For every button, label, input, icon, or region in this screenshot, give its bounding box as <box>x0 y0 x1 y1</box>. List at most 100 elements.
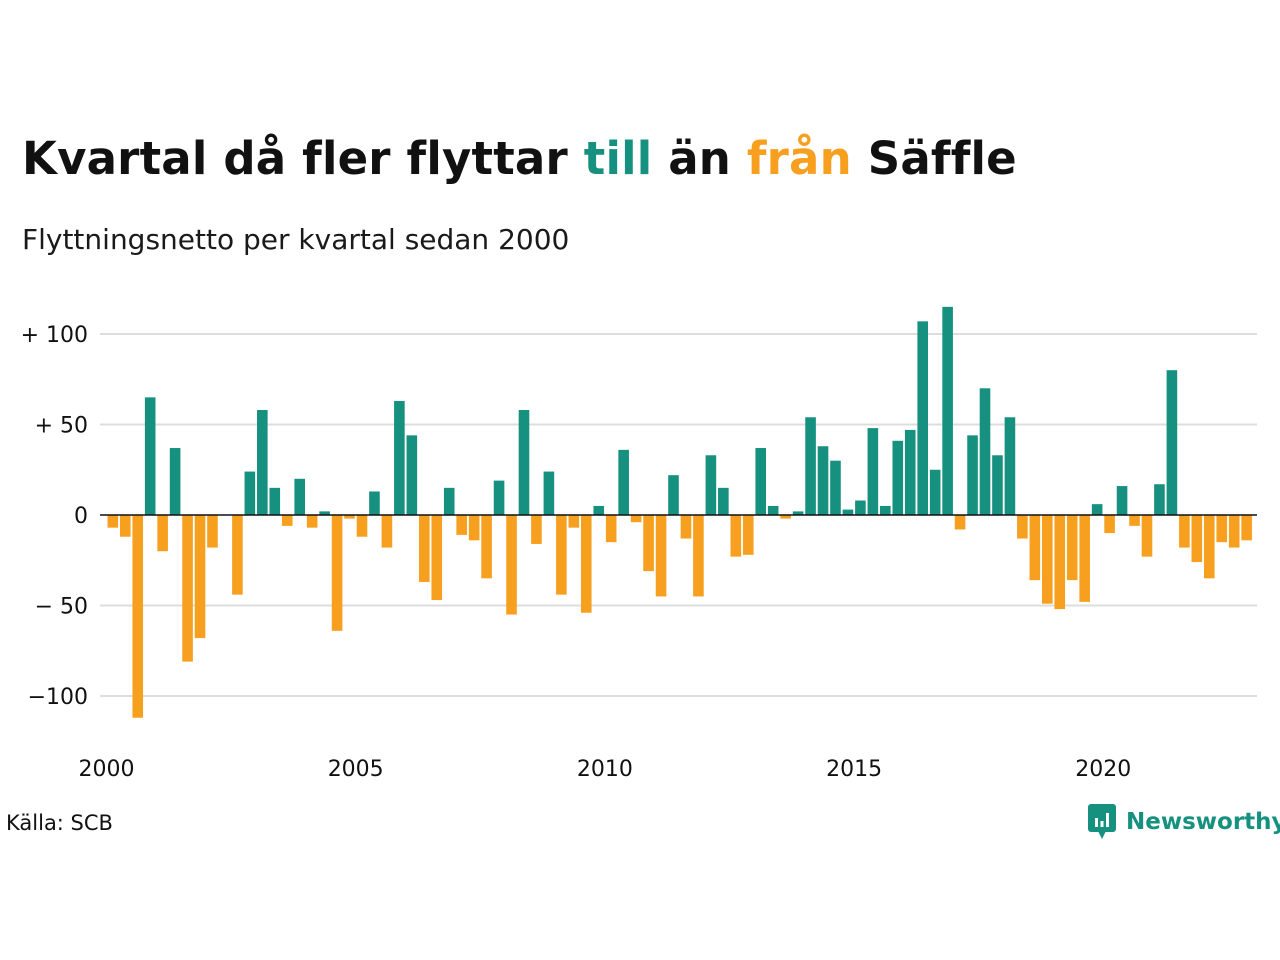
bar-2018-k3 <box>1029 515 1041 581</box>
bar-2015-k4 <box>892 440 904 515</box>
bar-2000-k3 <box>132 515 144 718</box>
bar-2019-k2 <box>1066 515 1078 581</box>
chart-title: Kvartal då fler flyttar till än från Säf… <box>22 132 1017 185</box>
title-highlight-fran: från <box>746 132 852 185</box>
bar-2010-k2 <box>618 449 629 515</box>
bar-2013-k3 <box>780 515 791 519</box>
bar-2004-k2 <box>319 511 330 515</box>
bar-2005-k1 <box>356 515 368 537</box>
bar-2001-k3 <box>182 515 193 662</box>
bar-2006-k3 <box>431 515 443 601</box>
bar-2018-k1 <box>1004 417 1016 515</box>
y-axis-tick-labels: + 100 + 50 0 − 50 −100 <box>21 323 88 710</box>
bar-2017-k1 <box>954 515 966 530</box>
bar-2021-k3 <box>1179 515 1190 548</box>
bar-2002-k1 <box>207 515 218 548</box>
y-tick-label: + 50 <box>35 414 88 439</box>
title-text-1: Kvartal då fler flyttar <box>22 132 584 185</box>
bar-2006-k1 <box>406 435 418 515</box>
bar-2011-k3 <box>680 515 692 539</box>
bar-2007-k3 <box>481 515 492 579</box>
y-tick-label: −100 <box>28 685 88 710</box>
brand-name: Newsworthy <box>1126 809 1280 835</box>
bar-2005-k4 <box>394 400 405 515</box>
bar-2007-k2 <box>468 515 480 541</box>
bar-2013-k2 <box>767 505 779 515</box>
bar-2014-k2 <box>817 446 829 515</box>
bar-2018-k4 <box>1042 515 1053 604</box>
bar-2009-k3 <box>580 515 592 613</box>
bar-2015-k3 <box>880 505 891 515</box>
source-note: Källa: SCB <box>6 811 113 835</box>
title-highlight-till: till <box>583 132 653 185</box>
bar-2022-k4 <box>1241 515 1252 541</box>
bar-2000-k1 <box>107 515 119 528</box>
bar-2020-k1 <box>1104 515 1115 534</box>
bar-2005-k2 <box>369 491 380 515</box>
bar-2007-k4 <box>493 480 505 515</box>
bar-2016-k1 <box>904 429 916 515</box>
bar-2010-k1 <box>605 515 617 543</box>
bar-2008-k2 <box>518 410 530 515</box>
bar-2017-k2 <box>967 435 978 515</box>
bar-2002-k4 <box>244 471 256 515</box>
bar-2013-k4 <box>792 511 804 515</box>
newsworthy-logo-icon <box>1088 804 1116 839</box>
title-text-2: än <box>652 132 747 185</box>
bar-2012-k1 <box>705 455 717 515</box>
bar-2001-k1 <box>157 515 168 552</box>
bar-2009-k4 <box>593 505 605 515</box>
bars <box>107 306 1252 718</box>
brand-logo[interactable]: Newsworthy <box>1088 803 1280 841</box>
bar-2019-k1 <box>1054 515 1066 610</box>
bar-2005-k3 <box>381 515 393 548</box>
bar-2003-k1 <box>257 410 268 515</box>
bar-2020-k4 <box>1141 515 1153 557</box>
bar-2006-k4 <box>443 487 455 515</box>
bar-2003-k3 <box>281 515 293 526</box>
bar-2009-k2 <box>568 515 580 528</box>
bar-2022-k3 <box>1228 515 1240 548</box>
bar-2004-k3 <box>331 515 343 631</box>
bar-2000-k2 <box>119 515 131 537</box>
bar-2022-k2 <box>1216 515 1228 543</box>
x-tick-label: 2015 <box>826 757 882 782</box>
bar-2017-k4 <box>992 455 1003 515</box>
bar-2007-k1 <box>456 515 467 535</box>
bar-2004-k4 <box>344 515 355 519</box>
bar-2000-k4 <box>144 397 156 515</box>
bar-2016-k4 <box>942 306 953 515</box>
y-tick-label: 0 <box>74 504 88 529</box>
bar-2002-k3 <box>232 515 243 595</box>
bar-2020-k2 <box>1116 486 1128 515</box>
x-tick-label: 2020 <box>1075 757 1131 782</box>
bar-2020-k3 <box>1129 515 1140 526</box>
bar-2014-k4 <box>842 509 854 515</box>
bar-2016-k3 <box>929 469 941 515</box>
bar-2010-k4 <box>643 515 654 572</box>
x-tick-label: 2010 <box>577 757 633 782</box>
bar-2012-k2 <box>718 487 729 515</box>
bar-2012-k3 <box>730 515 742 557</box>
chart-subtitle: Flyttningsnetto per kvartal sedan 2000 <box>22 223 570 256</box>
bar-2011-k1 <box>655 515 667 597</box>
x-tick-label: 2005 <box>328 757 384 782</box>
bar-2014-k1 <box>805 417 816 515</box>
bar-2014-k3 <box>830 460 841 515</box>
x-axis-tick-labels: 2000 2005 2010 2015 2020 <box>79 757 1132 782</box>
bar-2001-k4 <box>194 515 206 639</box>
bar-2021-k1 <box>1154 484 1165 515</box>
bar-2001-k2 <box>169 448 181 515</box>
bar-2009-k1 <box>556 515 567 595</box>
bar-2017-k3 <box>979 388 991 515</box>
bar-2003-k2 <box>269 487 281 515</box>
bar-2015-k2 <box>867 428 879 515</box>
bar-2003-k4 <box>294 478 305 515</box>
bar-2012-k4 <box>742 515 754 555</box>
bar-2010-k3 <box>630 515 642 523</box>
bar-2015-k1 <box>855 500 866 515</box>
bar-2008-k4 <box>543 471 555 515</box>
bar-2019-k3 <box>1079 515 1090 602</box>
bar-2006-k2 <box>419 515 430 582</box>
bar-2022-k1 <box>1203 515 1215 579</box>
